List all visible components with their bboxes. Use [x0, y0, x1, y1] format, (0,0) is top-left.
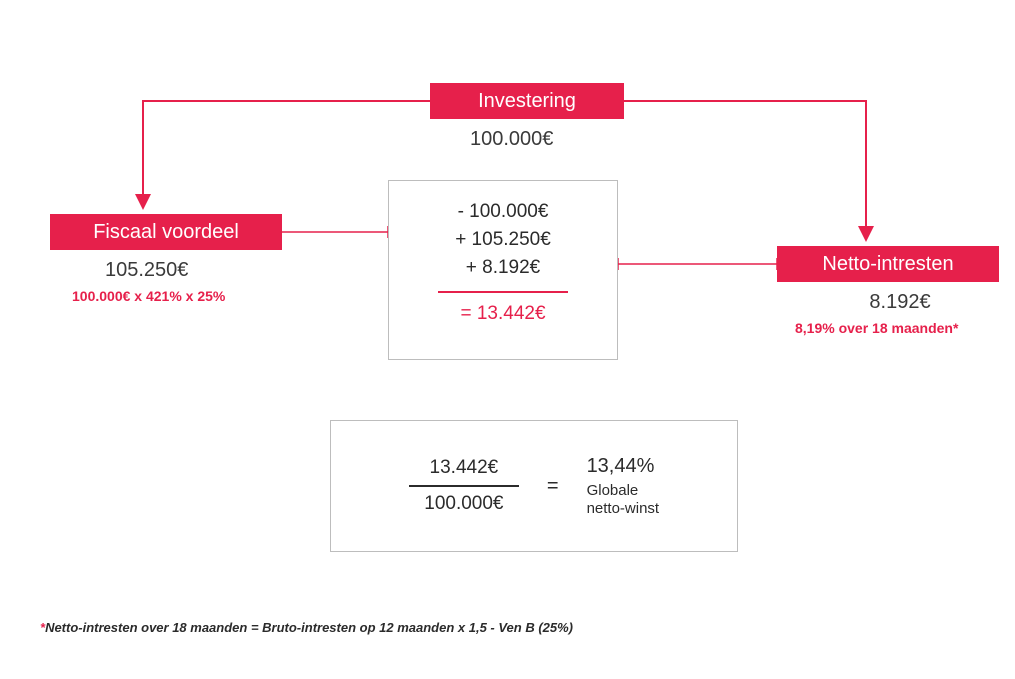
net-interest-badge: Netto-intresten: [777, 246, 999, 282]
footnote: *Netto-intresten over 18 maanden = Bruto…: [40, 620, 573, 635]
calc-line-1: - 100.000€: [389, 201, 617, 223]
result-denominator: 100.000€: [416, 487, 511, 521]
calc-line-2: + 105.250€: [389, 229, 617, 251]
result-box: 13.442€ 100.000€ = 13,44% Globale netto-…: [330, 420, 738, 552]
investment-label: Investering: [478, 90, 576, 112]
result-fraction: 13.442€ 100.000€: [409, 451, 519, 521]
fiscal-amount: 105.250€: [105, 259, 188, 282]
arrow-investment-to-net: [580, 101, 866, 238]
fiscal-label: Fiscaal voordeel: [93, 221, 239, 243]
investment-amount: 100.000€: [470, 128, 553, 151]
result-percent: 13,44%: [587, 455, 655, 478]
calc-result: = 13.442€: [389, 303, 617, 325]
calculation-box: - 100.000€ + 105.250€ + 8.192€ = 13.442€: [388, 180, 618, 360]
footnote-text: Netto-intresten over 18 maanden = Bruto-…: [45, 620, 573, 635]
investment-badge: Investering: [430, 83, 624, 119]
net-interest-formula: 8,19% over 18 maanden*: [795, 320, 958, 336]
fiscal-formula: 100.000€ x 421% x 25%: [72, 288, 225, 304]
diagram-canvas: Investering 100.000€ Fiscaal voordeel 10…: [0, 0, 1015, 679]
arrow-investment-to-fiscal: [143, 101, 430, 206]
calc-line-3: + 8.192€: [389, 257, 617, 279]
calc-separator: [438, 291, 568, 293]
fiscal-badge: Fiscaal voordeel: [50, 214, 282, 250]
result-numerator: 13.442€: [422, 451, 507, 485]
net-interest-label: Netto-intresten: [822, 253, 953, 275]
result-label-line1: Globale: [587, 482, 639, 500]
result-label-line2: netto-winst: [587, 500, 660, 518]
result-right: 13,44% Globale netto-winst: [587, 455, 660, 518]
net-interest-amount: 8.192€: [869, 291, 930, 314]
equals-sign: =: [547, 475, 559, 498]
